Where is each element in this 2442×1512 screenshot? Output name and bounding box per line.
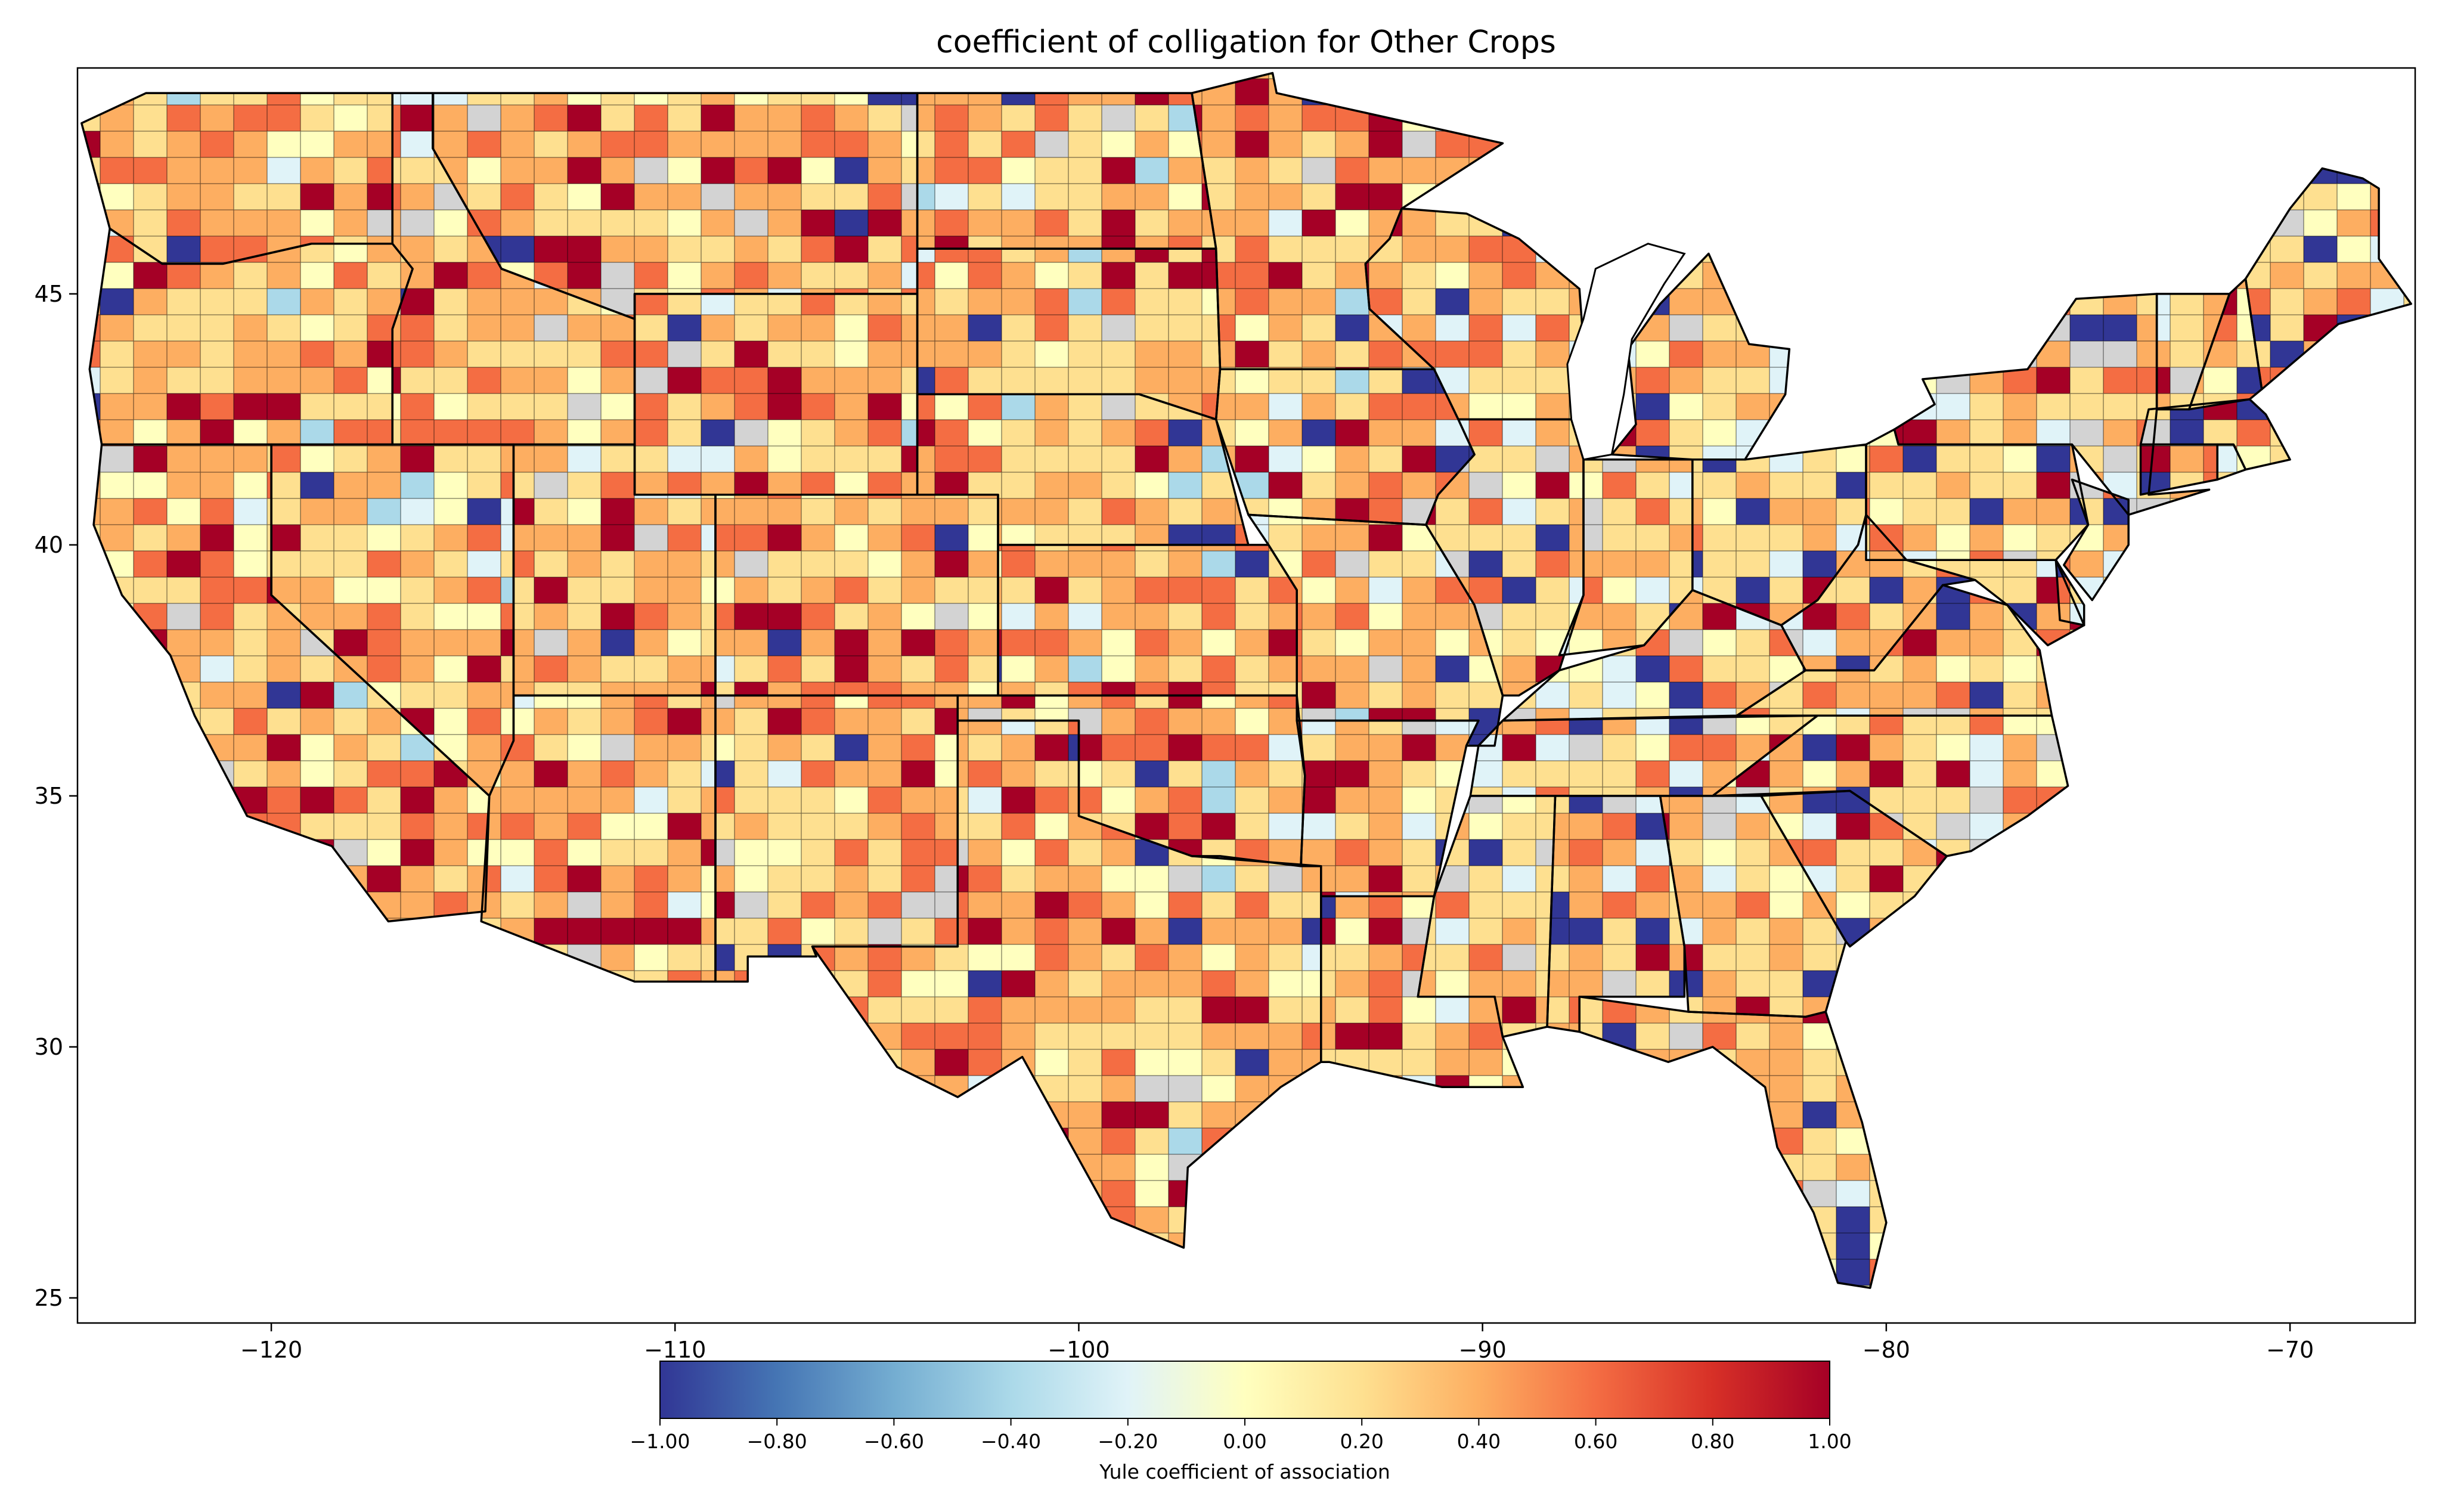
county-grid-layer bbox=[81, 73, 2412, 1288]
county-boundaries bbox=[1579, 996, 1886, 1288]
county-boundaries bbox=[2140, 444, 2218, 495]
x-tick-label: −70 bbox=[2266, 1337, 2314, 1363]
chart-title: coefficient of colligation for Other Cro… bbox=[936, 24, 1556, 60]
county-boundaries bbox=[1894, 293, 2209, 515]
county-boundaries bbox=[1192, 73, 1503, 370]
county-boundaries bbox=[1866, 429, 2088, 560]
county-boundaries bbox=[2156, 293, 2230, 410]
county-boundaries bbox=[917, 394, 1248, 545]
x-tick-label: −100 bbox=[1048, 1337, 1110, 1363]
county-boundaries bbox=[1216, 369, 1475, 525]
county-boundaries bbox=[481, 695, 715, 982]
county-boundaries bbox=[1321, 896, 1523, 1087]
county-boundaries bbox=[1692, 444, 1866, 625]
county-boundaries bbox=[998, 544, 1297, 696]
colorbar-tick-label: −0.80 bbox=[747, 1430, 807, 1453]
axes-frame bbox=[76, 67, 2416, 1324]
county-boundaries bbox=[957, 695, 1305, 866]
county-boundaries bbox=[2189, 278, 2262, 410]
state-outline bbox=[2063, 478, 2130, 602]
colorbar-tick-label: 0.00 bbox=[1223, 1430, 1266, 1453]
state-outline bbox=[2054, 559, 2085, 627]
x-tick-label: −120 bbox=[240, 1337, 302, 1363]
county-boundaries bbox=[1612, 253, 1790, 460]
county-boundaries bbox=[634, 293, 918, 495]
y-tick-label: 25 bbox=[35, 1285, 63, 1311]
colorbar-tick-label: −0.20 bbox=[1098, 1430, 1158, 1453]
colorbar-tick-label: −0.40 bbox=[981, 1430, 1041, 1453]
county-boundaries bbox=[432, 93, 918, 319]
y-tick-label: 40 bbox=[35, 532, 63, 558]
map-layer bbox=[80, 72, 2412, 1289]
colorbar-tick-label: 1.00 bbox=[1808, 1430, 1851, 1453]
county-boundaries bbox=[2245, 168, 2412, 389]
county-boundaries bbox=[1737, 585, 2052, 716]
county-boundaries bbox=[715, 494, 998, 696]
county-boundaries bbox=[812, 720, 1321, 1248]
county-boundaries bbox=[2063, 479, 2129, 600]
county-boundaries bbox=[2140, 399, 2291, 470]
county-boundaries bbox=[1906, 560, 2084, 646]
county-boundaries bbox=[1559, 459, 1693, 656]
x-tick-label: −80 bbox=[1863, 1337, 1910, 1363]
county-boundaries bbox=[1470, 715, 1818, 796]
lake-michigan bbox=[1566, 243, 1686, 461]
state-outline bbox=[2139, 398, 2291, 471]
county-boundaries bbox=[1660, 795, 1846, 1017]
colorbar-ticks: −1.00 −0.80 −0.60 −0.40 −0.20 0.00 0.20 0.40 0.6… bbox=[630, 1418, 1852, 1453]
state-outline bbox=[811, 719, 1322, 1249]
state-outline bbox=[1417, 795, 1557, 1038]
colorbar: −1.00 −0.80 −0.60 −0.40 −0.20 0.00 0.20 0.40 0.6… bbox=[630, 1361, 1852, 1483]
county-boundaries bbox=[271, 444, 514, 796]
y-axis: 25 30 35 40 45 bbox=[35, 281, 78, 1311]
colorbar-tick-label: −0.60 bbox=[864, 1430, 924, 1453]
colorbar-tick-label: −1.00 bbox=[630, 1430, 690, 1453]
state-outline bbox=[2244, 167, 2412, 391]
colorbar-tick-label: 0.40 bbox=[1457, 1430, 1501, 1453]
state-outline-layer bbox=[80, 72, 2412, 1289]
colorbar-label: Yule coefficient of association bbox=[1099, 1460, 1390, 1483]
colorbar-tick-label: 0.20 bbox=[1340, 1430, 1383, 1453]
y-tick-label: 45 bbox=[35, 281, 63, 307]
colorbar-tick-label: 0.80 bbox=[1691, 1430, 1734, 1453]
county-boundaries bbox=[392, 93, 635, 445]
county-boundaries bbox=[513, 444, 715, 696]
county-boundaries bbox=[81, 93, 393, 264]
lake-layer bbox=[1566, 243, 1686, 461]
county-boundaries bbox=[1425, 419, 1583, 696]
state-outline bbox=[1578, 995, 1888, 1289]
county-boundaries bbox=[715, 695, 958, 982]
county-boundaries bbox=[917, 249, 1220, 420]
county-boundaries bbox=[1712, 715, 2068, 856]
y-tick-label: 30 bbox=[35, 1034, 63, 1060]
county-boundaries bbox=[2217, 444, 2246, 480]
x-tick-label: −90 bbox=[1459, 1337, 1507, 1363]
county-boundaries bbox=[917, 93, 1216, 249]
x-tick-label: −110 bbox=[644, 1337, 706, 1363]
county-boundaries bbox=[1418, 795, 1555, 1037]
county-boundaries bbox=[1761, 791, 1947, 947]
county-boundaries bbox=[1297, 720, 1479, 897]
state-outline bbox=[2188, 277, 2263, 411]
y-tick-label: 35 bbox=[35, 783, 63, 809]
county-boundaries bbox=[1248, 515, 1503, 746]
colorbar-rect bbox=[659, 1361, 1830, 1419]
county-boundaries bbox=[94, 444, 489, 922]
x-axis: −120 −110 −100 −90 −80 −70 bbox=[240, 1323, 2314, 1363]
county-boundaries bbox=[1547, 795, 1685, 1032]
colorbar-tick-label: 0.60 bbox=[1574, 1430, 1617, 1453]
county-boundaries bbox=[1781, 515, 1975, 671]
county-boundaries bbox=[89, 228, 413, 445]
county-boundaries bbox=[1502, 590, 1806, 721]
county-boundaries bbox=[1365, 208, 1583, 420]
